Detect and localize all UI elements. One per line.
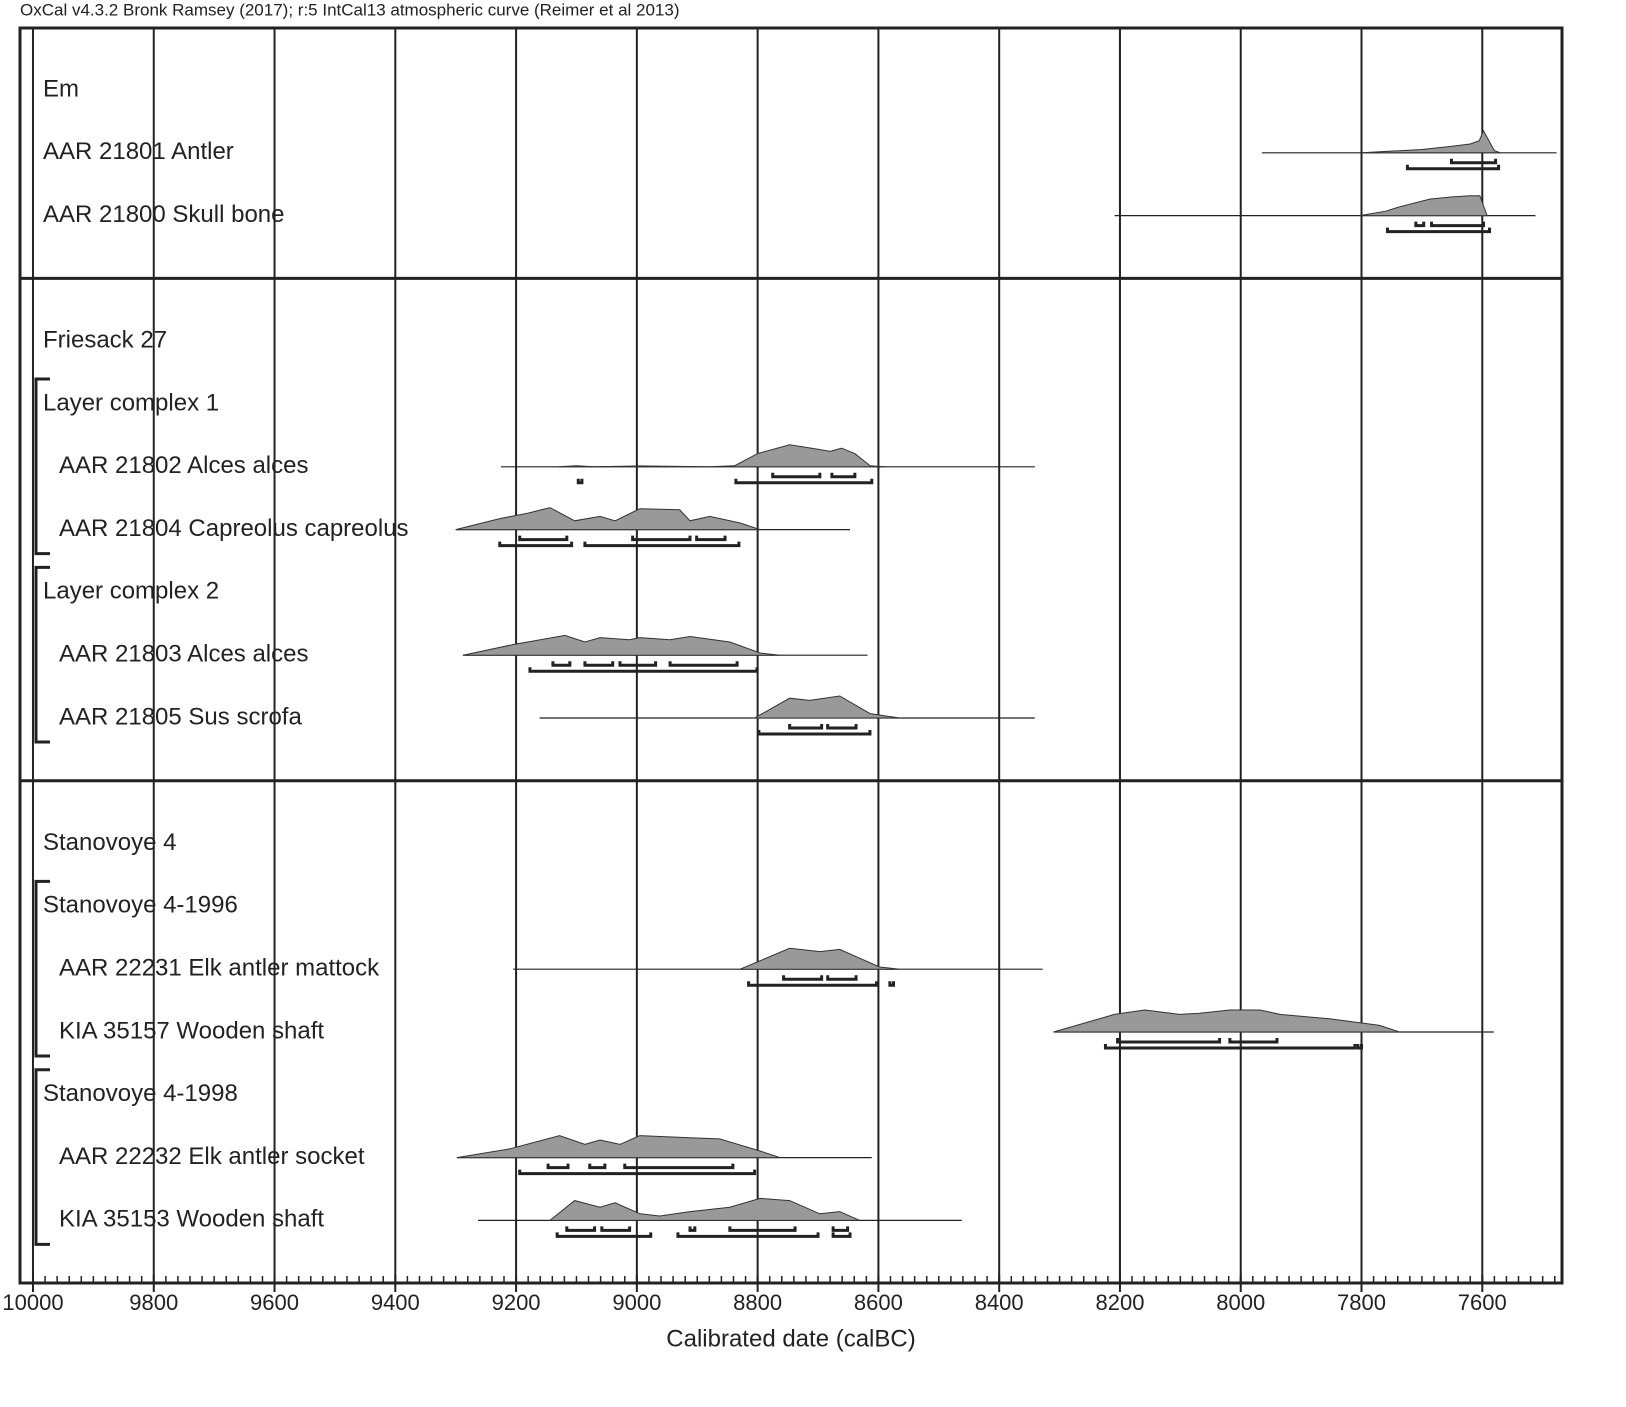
range-bar bbox=[757, 730, 872, 736]
range-bar bbox=[583, 541, 741, 548]
range-bar bbox=[788, 724, 824, 730]
sample-label: AAR 21803 Alces alces bbox=[59, 641, 308, 668]
range-bar bbox=[830, 472, 857, 479]
range-bar bbox=[546, 1163, 570, 1170]
x-axis-label: Calibrated date (calBC) bbox=[666, 1325, 915, 1352]
sample-label: AAR 21802 Alces alces bbox=[59, 452, 308, 479]
range-bar bbox=[728, 1226, 797, 1232]
x-tick-label: 8000 bbox=[1216, 1290, 1265, 1315]
x-tick-label: 9600 bbox=[250, 1290, 299, 1315]
phase-bracket bbox=[34, 377, 50, 556]
density bbox=[752, 695, 900, 719]
density bbox=[462, 634, 781, 656]
sample-label: KIA 35153 Wooden shaft bbox=[59, 1206, 324, 1233]
sample-label: AAR 21805 Sus scrofa bbox=[59, 703, 302, 730]
sample-label: KIA 35157 Wooden shaft bbox=[59, 1017, 324, 1044]
phase-bracket bbox=[34, 565, 50, 744]
x-tick-label: 9800 bbox=[129, 1290, 178, 1315]
x-tick-label: 9200 bbox=[492, 1290, 541, 1315]
range-bar bbox=[1405, 164, 1501, 171]
range-bar bbox=[1385, 227, 1492, 234]
density bbox=[739, 947, 900, 970]
range-bar bbox=[1430, 221, 1485, 228]
range-bar bbox=[1449, 158, 1498, 165]
density bbox=[558, 444, 885, 468]
range-bar bbox=[1228, 1038, 1279, 1044]
x-tick-label: 7800 bbox=[1337, 1290, 1386, 1315]
sample-label: AAR 22231 Elk antler mattock bbox=[59, 955, 380, 982]
chart-title: OxCal v4.3.2 Bronk Ramsey (2017); r:5 In… bbox=[20, 0, 680, 19]
density bbox=[1361, 129, 1501, 154]
range-bar bbox=[734, 478, 874, 485]
phase-bracket bbox=[34, 1068, 50, 1246]
phase-bracket bbox=[34, 879, 50, 1058]
section-label: Em bbox=[43, 75, 79, 102]
phase-label: Stanovoye 4-1996 bbox=[43, 892, 238, 919]
sample-label: AAR 21804 Capreolus capreolus bbox=[59, 515, 409, 542]
section-label: Friesack 27 bbox=[43, 327, 167, 354]
range-bar bbox=[623, 1163, 735, 1170]
range-bar bbox=[747, 981, 879, 987]
density bbox=[1359, 195, 1488, 217]
sample-label: AAR 21801 Antler bbox=[43, 138, 234, 165]
range-bar bbox=[1116, 1038, 1222, 1044]
range-bar bbox=[618, 661, 658, 667]
sample-label: AAR 21800 Skull bone bbox=[43, 201, 285, 228]
x-tick-label: 8600 bbox=[854, 1290, 903, 1315]
x-tick-label: 8800 bbox=[733, 1290, 782, 1315]
range-bar bbox=[826, 975, 858, 981]
range-bar bbox=[528, 667, 759, 673]
range-bar bbox=[688, 1226, 697, 1232]
range-bar bbox=[668, 661, 739, 667]
range-bar bbox=[888, 981, 896, 987]
range-bar bbox=[1356, 1044, 1364, 1050]
range-bar bbox=[771, 472, 822, 479]
density bbox=[1053, 1009, 1400, 1033]
phase-label: Layer complex 1 bbox=[43, 389, 219, 416]
phase-label: Stanovoye 4-1998 bbox=[43, 1080, 238, 1107]
range-bar bbox=[1103, 1044, 1357, 1050]
range-bar bbox=[695, 535, 727, 542]
x-tick-label: 7600 bbox=[1458, 1290, 1507, 1315]
range-bar bbox=[631, 535, 692, 542]
section-label: Stanovoye 4 bbox=[43, 829, 176, 856]
range-bar bbox=[676, 1232, 820, 1238]
range-bar bbox=[1414, 221, 1426, 228]
range-bar bbox=[600, 1226, 632, 1232]
x-tick-label: 9000 bbox=[612, 1290, 661, 1315]
range-bar bbox=[518, 1169, 757, 1176]
range-bar bbox=[576, 478, 584, 485]
phase-label: Layer complex 2 bbox=[43, 578, 219, 605]
x-tick-label: 10000 bbox=[2, 1290, 63, 1315]
x-tick-label: 8400 bbox=[975, 1290, 1024, 1315]
plot-frame bbox=[18, 26, 1564, 1285]
range-bar bbox=[831, 1232, 852, 1238]
range-bar bbox=[831, 1226, 850, 1232]
range-bar bbox=[782, 975, 824, 981]
range-bar bbox=[565, 1226, 597, 1232]
range-bar bbox=[518, 535, 569, 542]
range-bar bbox=[588, 1163, 607, 1170]
sample-label: AAR 22232 Elk antler socket bbox=[59, 1143, 365, 1170]
density bbox=[455, 507, 761, 531]
x-tick-label: 9400 bbox=[371, 1290, 420, 1315]
density bbox=[548, 1197, 860, 1221]
range-bar bbox=[555, 1232, 653, 1238]
range-bar bbox=[498, 541, 574, 548]
range-bar bbox=[583, 661, 615, 667]
range-bar bbox=[551, 661, 572, 667]
x-tick-label: 8200 bbox=[1095, 1290, 1144, 1315]
density bbox=[456, 1135, 781, 1159]
range-bar bbox=[826, 724, 858, 730]
